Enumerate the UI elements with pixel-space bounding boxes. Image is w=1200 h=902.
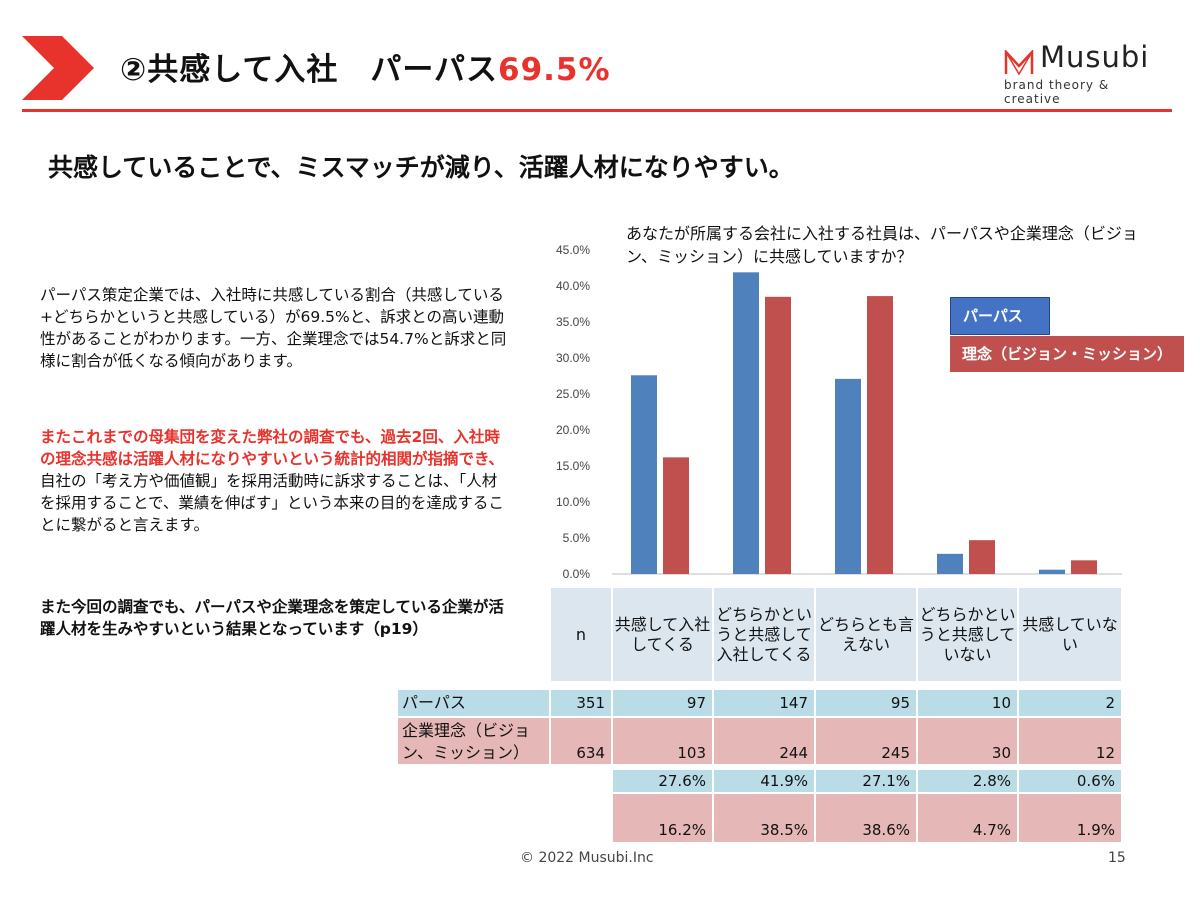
chart-title: あなたが所属する会社に入社する社員は、パーパスや企業理念（ビジョン、ミッション）…	[626, 224, 1138, 266]
y-tick-label: 30.0%	[556, 351, 590, 365]
page-number: 15	[1108, 850, 1126, 866]
table-cell: 0.6%	[1019, 770, 1121, 792]
title-accent: 69.5%	[498, 52, 611, 88]
header-divider	[22, 109, 1172, 112]
table-cell: 4.7%	[918, 794, 1017, 842]
y-tick-label: 45.0%	[556, 243, 590, 257]
bar-purpose	[631, 375, 657, 574]
body-paragraph-3: また今回の調査でも、パーパスや企業理念を策定している企業が活躍人材を生みやすいと…	[40, 598, 504, 638]
bar-chart: 0.0% 5.0% 10.0% 15.0% 20.0% 25.0% 30.0% 35.0% 40…	[556, 243, 1122, 581]
table-header: 共感して入社してくる	[613, 588, 712, 681]
body-paragraph-2: またこれまでの母集団を変えた弊社の調査でも、過去2回、入社時の理念共感は活躍人材…	[40, 426, 512, 536]
row-label-philosophy: 企業理念（ビジョン、ミッション）	[398, 718, 549, 764]
table-cell: 38.6%	[816, 794, 916, 842]
table-header: どちらかというと共感していない	[918, 588, 1017, 681]
y-tick-label: 25.0%	[556, 387, 590, 401]
row-label-purpose: パーパス	[398, 690, 549, 716]
y-tick-label: 35.0%	[556, 315, 590, 329]
bar-philosophy	[1071, 560, 1097, 574]
table-cell: 41.9%	[714, 770, 814, 792]
table-header: 共感していない	[1019, 588, 1121, 681]
table-cell: 634	[551, 718, 611, 764]
y-tick-label: 10.0%	[556, 495, 590, 509]
table-header: どちらとも言えない	[816, 588, 916, 681]
body-text: 自社の「考え方や価値観」を採用活動時に訴求することは、「人材を採用することで、業…	[40, 472, 504, 534]
y-tick-label: 0.0%	[563, 567, 591, 581]
table-cell: 351	[551, 690, 611, 716]
bar-philosophy	[867, 296, 893, 574]
bar-purpose	[733, 272, 759, 574]
footer-copyright: © 2022 Musubi.Inc	[520, 850, 654, 866]
y-tick-label: 20.0%	[556, 423, 590, 437]
legend-purpose: パーパス	[950, 297, 1050, 335]
table-cell: 103	[613, 718, 712, 764]
table-cell: 27.1%	[816, 770, 916, 792]
table-cell: 2.8%	[918, 770, 1017, 792]
logo-brand: Musubi	[1040, 40, 1150, 74]
bar-purpose	[937, 553, 963, 574]
table-cell: 1.9%	[1019, 794, 1121, 842]
musubi-mark-icon	[1004, 49, 1034, 75]
highlight-text: またこれまでの母集団を変えた弊社の調査でも、過去2回、入社時の理念共感は活躍人材…	[40, 428, 504, 468]
y-tick-label: 15.0%	[556, 459, 590, 473]
table-cell: 12	[1019, 718, 1121, 764]
table-cell: 10	[918, 690, 1017, 716]
headline: 共感していることで、ミスマッチが減り、活躍人材になりやすい。	[48, 153, 794, 182]
header-chevron-icon	[22, 36, 94, 100]
y-tick-label: 5.0%	[563, 531, 591, 545]
body-paragraph-1: パーパス策定企業では、入社時に共感している割合（共感している+どちらかというと共…	[40, 286, 507, 370]
title-prefix: ②共感して入社 パーパス	[120, 52, 499, 88]
table-cell: 27.6%	[613, 770, 712, 792]
bar-purpose	[835, 378, 861, 574]
table-cell: 147	[714, 690, 814, 716]
legend-philosophy: 理念（ビジョン・ミッション）	[950, 336, 1185, 372]
table-cell: 97	[613, 690, 712, 716]
table-cell: 30	[918, 718, 1017, 764]
musubi-logo: Musubi brand theory & creative	[1004, 40, 1169, 106]
y-tick-label: 40.0%	[556, 279, 590, 293]
bar-philosophy	[969, 540, 995, 574]
bar-purpose	[1039, 569, 1065, 574]
table-header: どちらかというと共感して入社してくる	[714, 588, 814, 681]
logo-tagline: brand theory & creative	[1004, 77, 1110, 106]
table-cell: 95	[816, 690, 916, 716]
bar-philosophy	[765, 296, 791, 574]
table-header-n: n	[551, 588, 611, 681]
table-cell: 245	[816, 718, 916, 764]
bar-philosophy	[663, 457, 689, 574]
table-cell: 2	[1019, 690, 1121, 716]
table-cell: 38.5%	[714, 794, 814, 842]
table-cell: 16.2%	[613, 794, 712, 842]
page-title: ②共感して入社 パーパス69.5%	[120, 44, 611, 89]
table-cell: 244	[714, 718, 814, 764]
